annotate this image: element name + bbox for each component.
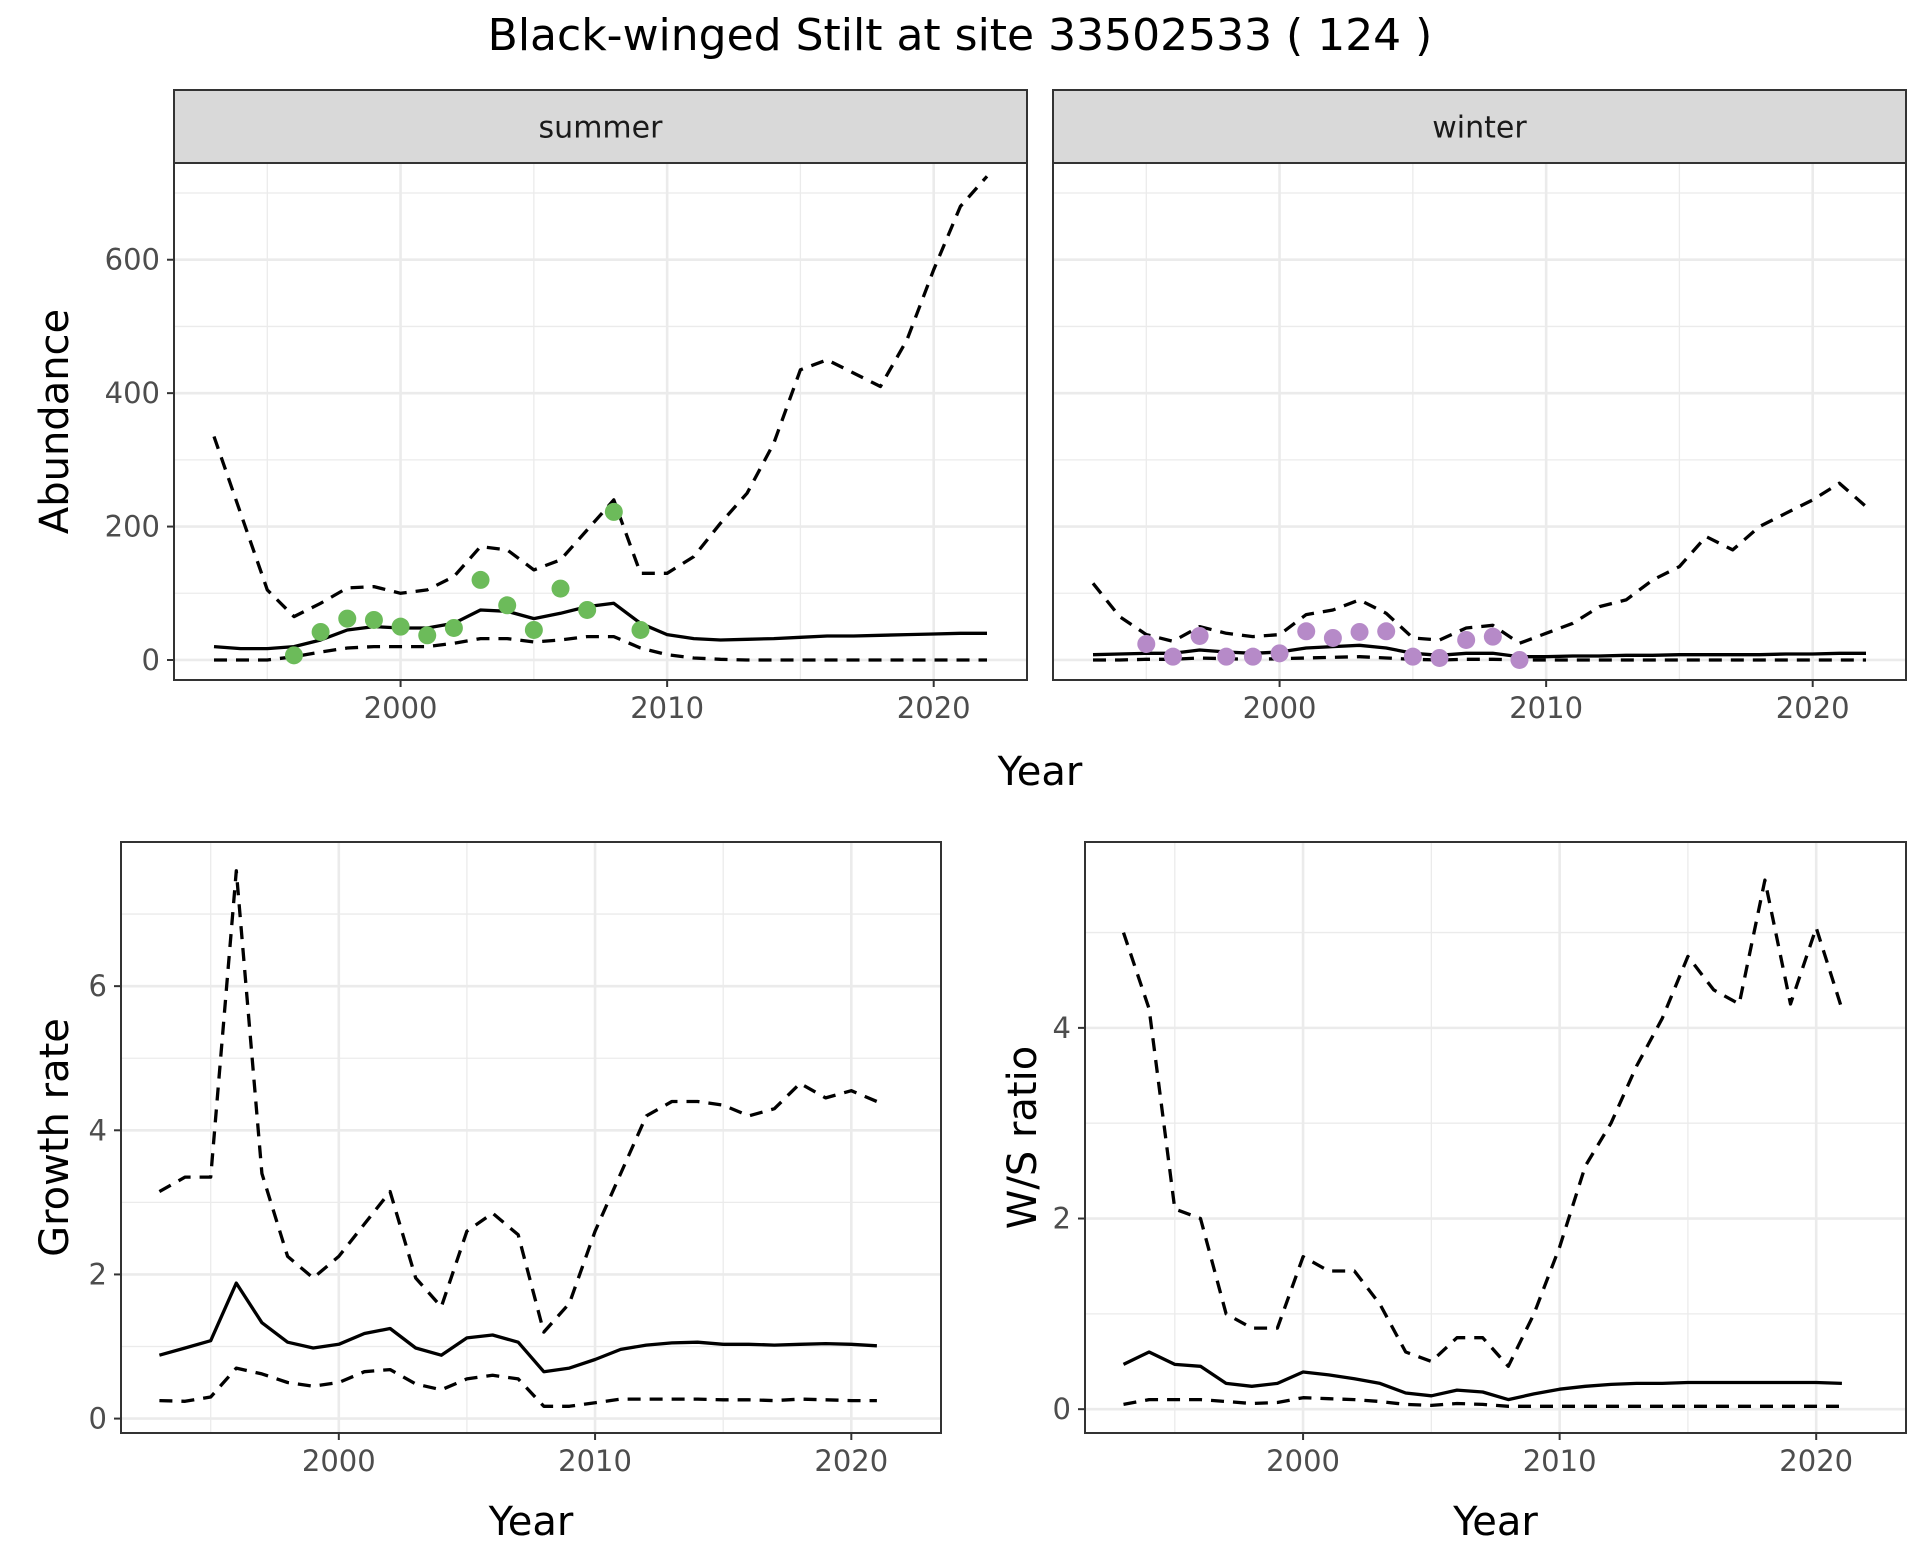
summer-observed-point [444,618,463,637]
growth-y-tick-label: 2 [89,1257,107,1291]
winter-observed-point [1457,630,1476,649]
summer-observed-point [391,617,410,636]
summer-x-tick-label: 2000 [364,691,438,725]
panel-growth-rate: 2000 2010 2020 0 2 4 6 Growth rate Year [32,841,942,1545]
summer-observed-point [498,596,517,615]
ratio-x-tick-label: 2010 [1523,1444,1597,1478]
summer-y-tick-label: 400 [105,376,160,410]
ratio-x-tick-label: 2020 [1779,1444,1853,1478]
summer-observed-point [631,620,650,639]
winter-observed-point [1377,622,1396,641]
ratio-estimate-line [1122,1350,1842,1402]
ratio-y-tick-label: 4 [1053,1011,1071,1045]
summer-y-axis-title: Abundance [32,309,78,534]
growth-y-tick-label: 4 [89,1113,107,1147]
summer-upper-bound-line [212,175,989,619]
summer-x-tick-label: 2010 [630,691,704,725]
winter-x-tick-label: 2010 [1509,691,1583,725]
winter-observed-point [1217,647,1236,666]
ratio-upper-bound-line [1121,878,1844,1368]
growth-x-tick-label: 2020 [814,1444,888,1478]
ratio-y-tick-label: 2 [1053,1202,1071,1236]
panel-abundance-summer: summer 2000 2010 2020 0 200 400 600 Abundance [32,89,1028,725]
winter-observed-point [1350,622,1369,641]
growth-y-axis-title: Growth rate [32,1018,78,1257]
summer-observed-point [551,579,570,598]
ratio-x-axis-title: Year [1452,1499,1538,1545]
summer-observed-point [418,626,437,645]
winter-plot-area [1091,481,1868,669]
winter-observed-point [1270,644,1289,663]
summer-y-tick-label: 0 [142,643,160,677]
ratio-y-tick-label: 0 [1053,1392,1071,1426]
winter-observed-point [1137,634,1156,653]
ratio-panel-border [1084,841,1907,1434]
winter-observed-point [1243,647,1262,666]
summer-strip [173,89,1028,164]
growth-x-tick-label: 2000 [302,1444,376,1478]
summer-observed-point [524,620,543,639]
summer-observed-point [604,502,623,521]
summer-y-tick-label: 200 [105,510,160,544]
growth-estimate-line [158,1281,877,1374]
growth-x-axis-title: Year [488,1499,574,1545]
abundance-x-axis-title: Year [997,749,1083,795]
ratio-plot-area [1121,878,1844,1408]
winter-observed-point [1297,622,1316,641]
winter-observed-point [1430,648,1449,667]
growth-x-tick-label: 2010 [558,1444,632,1478]
summer-estimate-line [213,601,987,651]
summer-observed-point [364,610,383,629]
winter-observed-point [1190,626,1209,645]
growth-y-tick-label: 0 [89,1402,107,1436]
summer-observed-point [284,646,303,665]
growth-y-tick-label: 6 [89,969,107,1003]
summer-x-tick-label: 2020 [897,691,971,725]
growth-upper-bound-line [158,869,878,1334]
summer-observed-point [311,622,330,641]
summer-observed-point [338,609,357,628]
winter-strip-label: winter [1432,111,1527,146]
summer-y-tick-label: 600 [105,243,160,277]
growth-lower-bound-line [159,1366,877,1408]
winter-observed-point [1323,628,1342,647]
figure-title: Black-winged Stilt at site 33502533 ( 12… [488,10,1433,61]
growth-panel-border [120,841,942,1434]
growth-plot-area [158,869,878,1408]
summer-lower-bound-line [214,634,987,662]
winter-observed-point [1483,627,1502,646]
summer-observed-point [578,600,597,619]
panel-ws-ratio: 2000 2010 2020 0 2 4W/S ratio Year [1000,841,1907,1545]
winter-observed-point [1510,650,1529,669]
winter-x-tick-label: 2000 [1243,691,1317,725]
summer-observed-point [471,570,490,589]
summer-strip-label: summer [539,111,664,146]
ratio-y-axis-title: W/S ratio [1000,1046,1046,1229]
winter-x-tick-label: 2020 [1776,691,1850,725]
winter-lower-bound-line [1093,655,1866,662]
panel-abundance-winter: winter 2000 2010 2020 [1052,89,1907,725]
summer-plot-area [212,175,989,665]
winter-observed-point [1403,647,1422,666]
winter-upper-bound-line [1091,481,1868,645]
winter-observed-point [1163,647,1182,666]
winter-strip [1052,89,1907,164]
ratio-lower-bound-line [1123,1396,1842,1408]
ratio-x-tick-label: 2000 [1266,1444,1340,1478]
